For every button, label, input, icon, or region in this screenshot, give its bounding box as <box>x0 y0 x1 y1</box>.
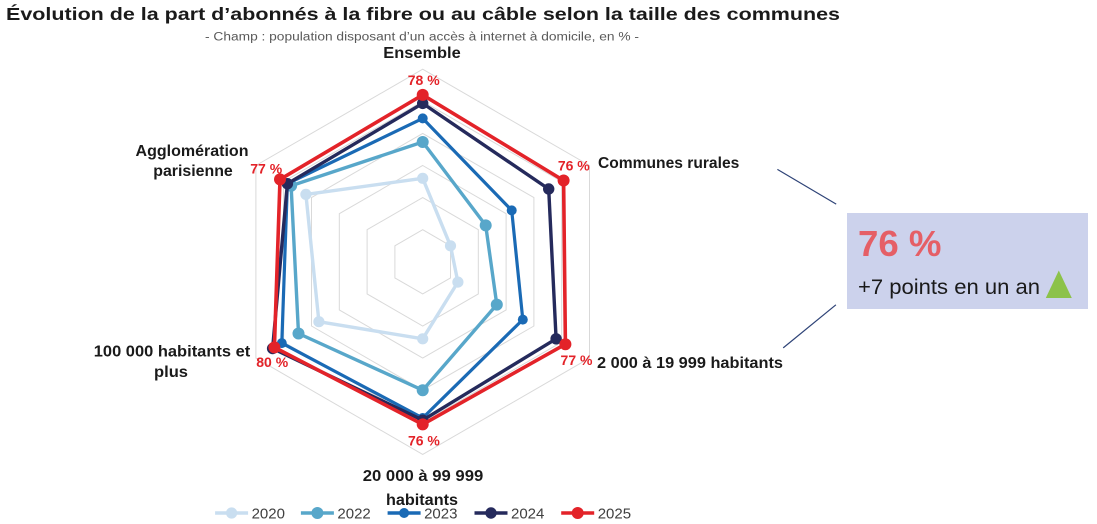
svg-text:76 %: 76 % <box>408 433 440 449</box>
svg-text:100 000 habitants et: 100 000 habitants et <box>94 344 251 361</box>
svg-text:Ensemble: Ensemble <box>383 45 461 62</box>
svg-text:habitants: habitants <box>386 492 458 509</box>
svg-text:Communes rurales: Communes rurales <box>598 155 739 172</box>
svg-text:plus: plus <box>154 364 188 381</box>
svg-text:20 000 à 99 999: 20 000 à 99 999 <box>363 468 484 485</box>
svg-text:+7 points en un an: +7 points en un an <box>858 275 1040 299</box>
svg-text:2022: 2022 <box>337 505 370 522</box>
svg-text:2024: 2024 <box>511 505 544 522</box>
svg-text:- Champ : population disposant: - Champ : population disposant d’un accè… <box>205 32 639 44</box>
svg-text:Évolution de la part d’abonnés: Évolution de la part d’abonnés à la fibr… <box>6 3 840 24</box>
svg-text:2 000 à 19 999 habitants: 2 000 à 19 999 habitants <box>597 355 783 372</box>
svg-text:77 %: 77 % <box>561 352 593 368</box>
svg-text:78 %: 78 % <box>408 72 440 88</box>
svg-text:2023: 2023 <box>424 505 457 522</box>
svg-text:80 %: 80 % <box>256 354 288 370</box>
svg-text:77 %: 77 % <box>250 161 282 177</box>
svg-text:2020: 2020 <box>252 505 285 522</box>
svg-text:parisienne: parisienne <box>153 163 233 180</box>
svg-text:76 %: 76 % <box>558 158 590 174</box>
svg-text:2025: 2025 <box>598 505 631 522</box>
svg-text:Agglomération: Agglomération <box>136 143 249 160</box>
svg-text:76 %: 76 % <box>858 223 942 264</box>
